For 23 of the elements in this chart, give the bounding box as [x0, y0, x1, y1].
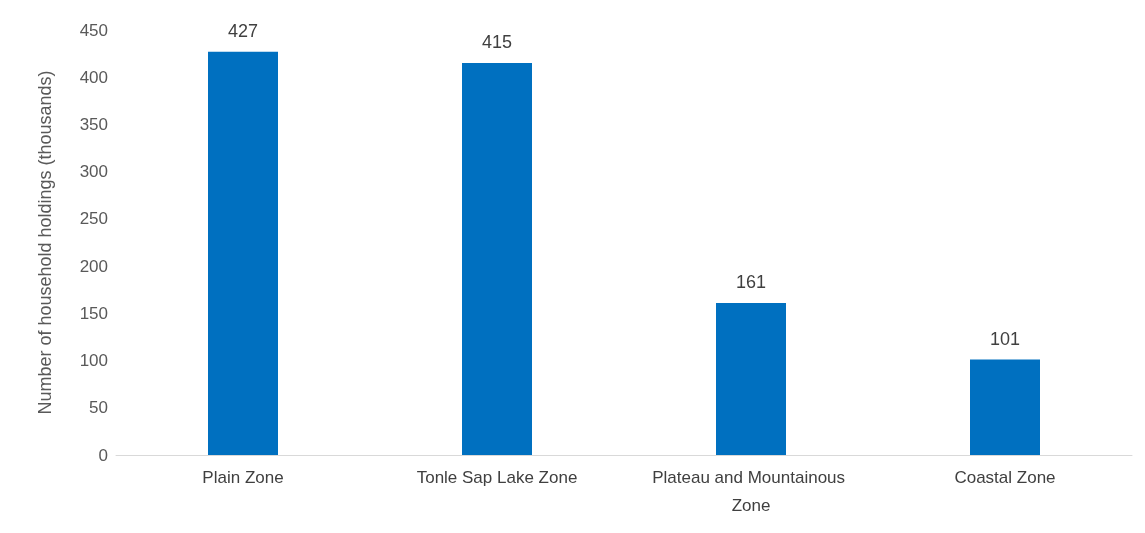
y-tick-label: 400: [79, 67, 108, 87]
y-tick-label: 50: [89, 398, 108, 418]
y-tick-label: 250: [79, 209, 108, 229]
y-tick-label: 0: [98, 445, 108, 465]
x-tick-label: Plain Zone: [202, 467, 284, 487]
x-tick-label: Plateau and Mountainous Zone: [652, 467, 850, 515]
x-tick-label: Coastal Zone: [954, 467, 1056, 487]
y-tick-label: 300: [79, 162, 108, 182]
data-label: 101: [989, 328, 1021, 349]
bar: [970, 359, 1040, 455]
y-tick-label: 100: [79, 351, 108, 371]
data-label: 161: [735, 271, 767, 292]
y-tick-label: 450: [79, 20, 108, 40]
y-axis-title: Number of household holdings (thousands): [35, 70, 55, 415]
bar: [716, 302, 786, 455]
bar: [208, 51, 278, 455]
y-tick-label: 350: [79, 114, 108, 134]
y-tick-label: 150: [79, 303, 108, 323]
data-label: 427: [227, 20, 259, 41]
data-label: 415: [481, 32, 513, 53]
y-tick-label: 200: [79, 256, 108, 276]
x-tick-label: Tonle Sap Lake Zone: [416, 467, 578, 487]
bar: [462, 63, 532, 455]
